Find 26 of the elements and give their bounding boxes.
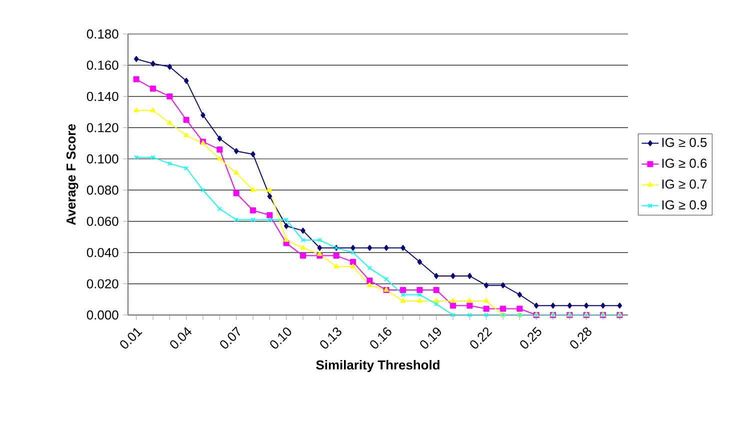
y-tick-label: 0.140 [86, 92, 118, 102]
y-tick-label: 0.100 [86, 154, 118, 164]
legend-label: IG ≥ 0.6 [662, 158, 707, 168]
y-tick-label: 0.180 [86, 29, 118, 39]
x-tick-label: 0.19 [420, 328, 441, 349]
y-axis-title: Average F Score [66, 124, 78, 226]
x-tick-label: 0.28 [570, 327, 592, 349]
y-tick-label: 0.060 [86, 216, 118, 226]
y-tick-label: 0.120 [86, 123, 118, 132]
x-tick-label: 0.16 [370, 327, 392, 349]
y-tick-label: 0.000 [86, 310, 118, 320]
y-tick-label: 0.020 [86, 279, 118, 288]
x-tick-label: 0.13 [320, 327, 342, 349]
x-tick-label: 0.25 [520, 326, 542, 349]
x-tick-label: 0.22 [470, 327, 492, 349]
x-tick-label: 0.01 [120, 328, 142, 349]
x-tick-label: 0.07 [220, 326, 240, 349]
x-tick-label: 0.10 [270, 328, 292, 349]
legend-label: IG ≥ 0.9 [662, 200, 707, 210]
y-tick-label: 0.080 [86, 186, 118, 195]
y-tick-label: 0.160 [86, 60, 118, 70]
legend-label: IG ≥ 0.5 [662, 138, 707, 148]
x-tick-label: 0.04 [170, 327, 192, 349]
x-axis-title: Similarity Threshold [316, 360, 440, 372]
y-tick-label: 0.040 [86, 248, 118, 258]
legend-label: IG ≥ 0.7 [662, 179, 707, 189]
